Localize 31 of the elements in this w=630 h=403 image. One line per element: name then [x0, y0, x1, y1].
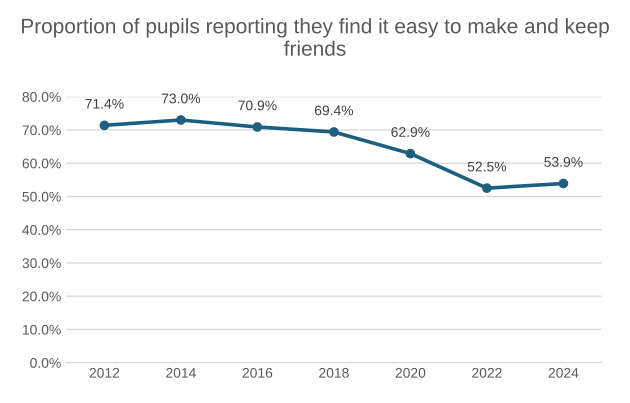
y-tick-label: 50.0% — [22, 192, 61, 202]
y-tick-label: 0.0% — [30, 358, 61, 368]
data-label: 52.5% — [468, 162, 506, 172]
x-tick-label: 2016 — [242, 368, 272, 378]
point — [558, 178, 568, 188]
x-tick-label: 2018 — [319, 368, 349, 378]
y-tick-label: 40.0% — [22, 225, 61, 235]
y-tick-label: 10.0% — [22, 324, 61, 335]
data-label: 71.4% — [85, 98, 124, 109]
data-label: 53.9% — [544, 157, 583, 167]
point — [482, 183, 492, 194]
y-tick-label: 30.0% — [22, 258, 61, 268]
chart-title: Proportion of pupils reporting they find it easy to make and keep friends — [22, 18, 609, 56]
x-tick-label: 2012 — [90, 368, 120, 378]
point — [100, 120, 110, 130]
x-tick-label: 2020 — [396, 368, 426, 378]
point — [176, 115, 186, 125]
data-label: 62.9% — [391, 127, 430, 137]
x-tick-label: 2024 — [548, 368, 578, 378]
x-tick-label: 2022 — [472, 368, 502, 378]
data-label: 69.4% — [314, 105, 354, 116]
y-tick-label: 20.0% — [22, 292, 61, 302]
y-tick-label: 80.0% — [22, 92, 61, 102]
data-label: 70.9% — [238, 100, 277, 110]
data-label: 73.0% — [162, 94, 200, 104]
y-tick-label: 70.0% — [22, 125, 61, 136]
x-tick-label: 2014 — [166, 368, 196, 378]
point — [329, 127, 339, 137]
point — [252, 122, 262, 132]
y-tick-label: 60.0% — [22, 158, 61, 168]
point — [406, 148, 416, 158]
